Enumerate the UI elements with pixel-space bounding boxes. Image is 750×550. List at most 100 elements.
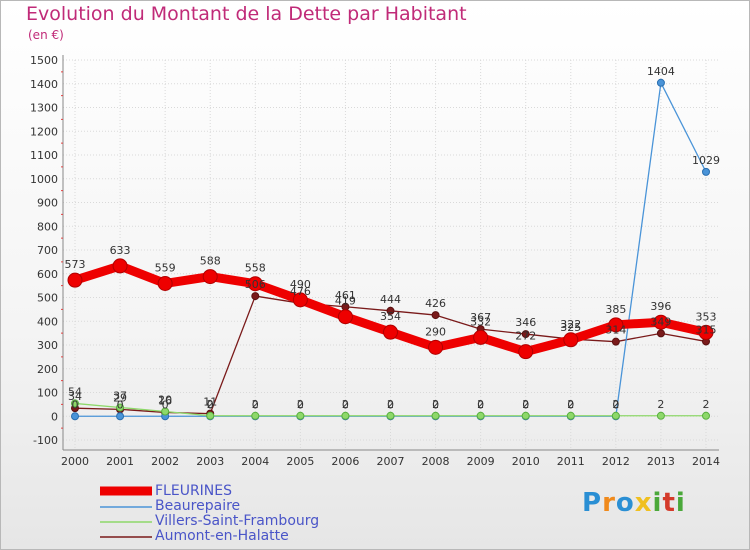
y-tick-label: 500 [37, 292, 58, 305]
series-villers-saint-frambourg [71, 399, 710, 420]
data-label-beaurepaire: 0 [342, 398, 349, 411]
data-label-aumont-en-halatte: 315 [696, 323, 717, 336]
legend-swatch-fleurines [100, 486, 152, 496]
data-label-villers-saint-frambourg: 20 [158, 394, 172, 407]
data-label-villers-saint-frambourg: 54 [68, 385, 82, 398]
data-point-fleurines [428, 339, 444, 355]
legend-swatch-beaurepaire [100, 506, 152, 508]
legend-label-aumont-en-halatte: Aumont-en-Halatte [155, 528, 289, 544]
x-tick-label: 2007 [377, 455, 405, 468]
data-point-aumont-en-halatte [611, 337, 620, 346]
data-point-aumont-en-halatte [656, 329, 665, 338]
data-label-beaurepaire: 0 [612, 398, 619, 411]
data-label-fleurines: 588 [200, 255, 221, 268]
data-point-aumont-en-halatte [431, 311, 440, 320]
data-label-beaurepaire: 0 [72, 398, 79, 411]
logo-letter: i [675, 488, 686, 518]
data-label-villers-saint-frambourg: 2 [432, 398, 439, 411]
data-point-fleurines [157, 275, 173, 291]
data-label-villers-saint-frambourg: 37 [113, 389, 127, 402]
data-label-villers-saint-frambourg: 2 [207, 398, 214, 411]
data-label-beaurepaire: 0 [522, 398, 529, 411]
data-point-beaurepaire [71, 412, 79, 421]
data-label-villers-saint-frambourg: 2 [522, 398, 529, 411]
legend-label-fleurines: FLEURINES [155, 483, 233, 499]
data-point-aumont-en-halatte [521, 330, 530, 339]
logo-letter: P [582, 488, 603, 518]
y-tick-label: 1400 [30, 78, 58, 91]
data-point-villers-saint-frambourg [206, 411, 215, 420]
data-point-fleurines [67, 272, 83, 288]
data-label-fleurines: 272 [515, 330, 536, 343]
data-label-beaurepaire: 1404 [647, 65, 675, 78]
x-tick-label: 2013 [647, 455, 675, 468]
data-label-beaurepaire: 0 [162, 398, 169, 411]
x-tick-label: 2009 [467, 455, 495, 468]
data-label-fleurines: 490 [290, 278, 311, 291]
data-label-aumont-en-halatte: 29 [113, 391, 127, 404]
data-label-aumont-en-halatte: 444 [380, 293, 401, 306]
data-point-villers-saint-frambourg [431, 411, 440, 420]
data-label-villers-saint-frambourg: 2 [342, 398, 349, 411]
data-label-fleurines: 573 [65, 258, 86, 271]
data-label-fleurines: 396 [650, 300, 671, 313]
legend-label-beaurepaire: Beaurepaire [155, 498, 241, 514]
data-point-villers-saint-frambourg [116, 403, 125, 412]
data-label-beaurepaire: 0 [387, 398, 394, 411]
y-tick-label: 1500 [30, 54, 58, 67]
data-label-villers-saint-frambourg: 2 [387, 398, 394, 411]
logo-letter: t [662, 488, 676, 518]
data-label-villers-saint-frambourg: 2 [703, 398, 710, 411]
proxiti-logo: Proxiti [582, 488, 686, 518]
data-label-fleurines: 633 [110, 244, 131, 257]
y-tick-label: 1100 [30, 149, 58, 162]
data-label-fleurines: 332 [470, 315, 491, 328]
y-tick-label: 1200 [30, 125, 58, 138]
data-point-fleurines [473, 329, 489, 345]
chart-title: Evolution du Montant de la Dette par Hab… [26, 3, 467, 25]
data-point-fleurines [698, 324, 714, 340]
data-label-aumont-en-halatte: 34 [68, 390, 82, 403]
data-label-aumont-en-halatte: 476 [290, 285, 311, 298]
x-tick-label: 2008 [422, 455, 450, 468]
data-label-beaurepaire: 1029 [692, 154, 720, 167]
y-tick-label: 700 [37, 244, 58, 257]
data-label-villers-saint-frambourg: 2 [297, 398, 304, 411]
y-tick-label: 900 [37, 197, 58, 210]
legend-swatch-villers-saint-frambourg [100, 521, 152, 523]
data-point-fleurines [563, 332, 579, 348]
y-tick-label: 300 [37, 339, 58, 352]
x-tick-label: 2005 [286, 455, 314, 468]
data-point-aumont-en-halatte [251, 292, 260, 301]
data-point-fleurines [337, 309, 353, 325]
data-label-fleurines: 558 [245, 262, 266, 275]
data-label-villers-saint-frambourg: 2 [657, 398, 664, 411]
data-point-villers-saint-frambourg [161, 407, 170, 416]
data-label-fleurines: 419 [335, 295, 356, 308]
x-tick-label: 2011 [557, 455, 585, 468]
data-label-aumont-en-halatte: 367 [470, 311, 491, 324]
data-label-fleurines: 559 [155, 261, 176, 274]
data-label-fleurines: 354 [380, 310, 401, 323]
x-tick-label: 2010 [512, 455, 540, 468]
data-point-beaurepaire [656, 78, 665, 87]
data-point-fleurines [518, 344, 534, 360]
data-point-villers-saint-frambourg [566, 411, 575, 420]
x-tick-label: 2000 [61, 455, 89, 468]
data-point-fleurines [653, 314, 669, 330]
data-label-aumont-en-halatte: 16 [158, 394, 172, 407]
data-point-villers-saint-frambourg [611, 411, 620, 420]
data-point-fleurines [112, 258, 128, 274]
data-point-fleurines [608, 317, 624, 333]
data-point-beaurepaire [116, 412, 125, 421]
chart-unit-label: (en €) [28, 28, 64, 42]
data-label-villers-saint-frambourg: 2 [612, 398, 619, 411]
data-point-villers-saint-frambourg [656, 411, 665, 420]
data-label-fleurines: 385 [605, 303, 626, 316]
data-point-villers-saint-frambourg [386, 411, 395, 420]
y-tick-label: 600 [37, 268, 58, 281]
y-tick-label: 1000 [30, 173, 58, 186]
y-tick-label: -100 [33, 434, 58, 447]
